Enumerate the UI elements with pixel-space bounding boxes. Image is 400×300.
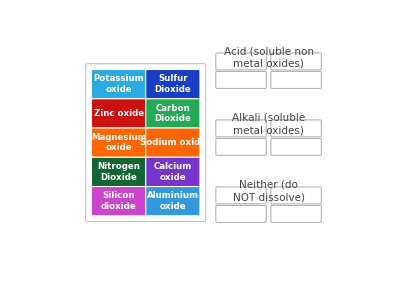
- FancyBboxPatch shape: [146, 70, 200, 99]
- FancyBboxPatch shape: [271, 53, 321, 70]
- FancyBboxPatch shape: [92, 99, 146, 128]
- Text: Aluminium
oxide: Aluminium oxide: [147, 191, 199, 211]
- Text: Calcium
oxide: Calcium oxide: [154, 162, 192, 182]
- FancyBboxPatch shape: [146, 157, 200, 187]
- FancyBboxPatch shape: [216, 187, 266, 204]
- FancyBboxPatch shape: [92, 70, 146, 99]
- FancyBboxPatch shape: [271, 71, 321, 88]
- FancyBboxPatch shape: [92, 187, 146, 216]
- Text: Magnesium
oxide: Magnesium oxide: [91, 133, 146, 152]
- Text: Nitrogen
Dioxide: Nitrogen Dioxide: [97, 162, 140, 182]
- Text: Sodium oxide: Sodium oxide: [140, 138, 206, 147]
- Text: Silicon
dioxide: Silicon dioxide: [101, 191, 136, 211]
- FancyBboxPatch shape: [271, 206, 321, 222]
- FancyBboxPatch shape: [216, 120, 266, 137]
- FancyBboxPatch shape: [216, 53, 266, 70]
- FancyBboxPatch shape: [271, 120, 321, 137]
- Text: Acid (soluble non
metal oxides): Acid (soluble non metal oxides): [224, 46, 314, 68]
- Text: Zinc oxide: Zinc oxide: [94, 109, 144, 118]
- FancyBboxPatch shape: [216, 71, 266, 88]
- Text: Carbon
Dioxide: Carbon Dioxide: [154, 104, 191, 123]
- Text: Sulfur
Dioxide: Sulfur Dioxide: [154, 74, 191, 94]
- FancyBboxPatch shape: [92, 157, 146, 187]
- FancyBboxPatch shape: [146, 99, 200, 128]
- FancyBboxPatch shape: [92, 128, 146, 157]
- FancyBboxPatch shape: [271, 138, 321, 155]
- FancyBboxPatch shape: [216, 206, 266, 222]
- FancyBboxPatch shape: [146, 128, 200, 157]
- Text: Neither (do
NOT dissolve): Neither (do NOT dissolve): [232, 180, 304, 203]
- Text: Potassium
oxide: Potassium oxide: [93, 74, 144, 94]
- Text: Alkali (soluble
metal oxides): Alkali (soluble metal oxides): [232, 113, 305, 135]
- FancyBboxPatch shape: [216, 138, 266, 155]
- FancyBboxPatch shape: [271, 187, 321, 204]
- FancyBboxPatch shape: [146, 187, 200, 216]
